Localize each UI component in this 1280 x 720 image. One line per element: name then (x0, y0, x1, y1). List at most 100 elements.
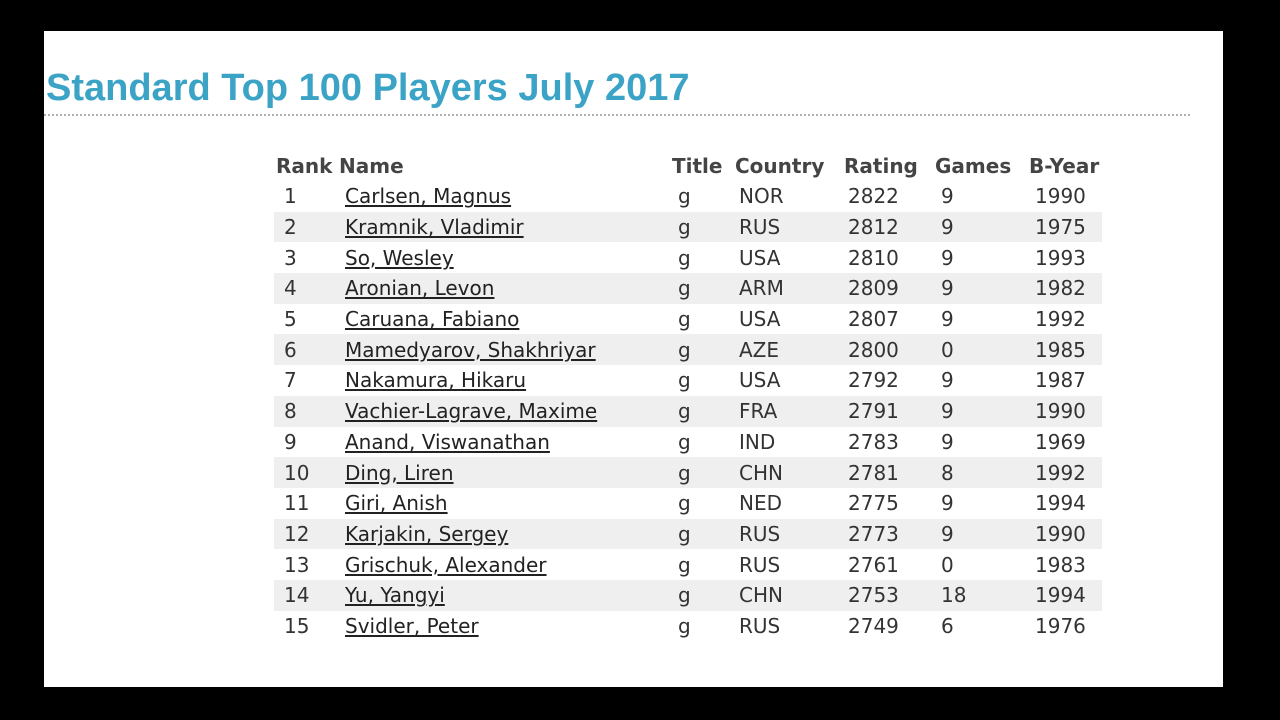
cell-title: g (670, 334, 733, 366)
cell-name: Caruana, Fabiano (337, 304, 670, 335)
cell-byear: 1976 (1035, 613, 1086, 638)
player-link[interactable]: Vachier-Lagrave, Maxime (345, 399, 598, 424)
cell-country: RUS (733, 211, 842, 243)
table-row: 2 Kramnik, Vladimir g RUS 2812 9 1975 (274, 211, 1102, 243)
cell-name: Anand, Viswanathan (337, 427, 670, 458)
cell-byear: 1983 (1035, 552, 1086, 577)
table-row: 13 Grischuk, Alexander g RUS 2761 0 1983 (274, 549, 1102, 580)
cell-name: Svidler, Peter (337, 611, 670, 642)
cell-byear: 1982 (1027, 273, 1102, 304)
player-link[interactable]: Caruana, Fabiano (345, 307, 520, 332)
table-row: 3 So, Wesley g USA 2810 9 1993 (274, 242, 1102, 273)
cell-rank: 10 (274, 457, 337, 488)
cell-country: NOR (739, 184, 784, 209)
table-row: 10 Ding, Liren g CHN 2781 8 1992 (274, 457, 1102, 488)
cell-games: 9 (941, 245, 954, 270)
cell-name: Karjakin, Sergey (337, 518, 670, 550)
table-row: 6 Mamedyarov, Shakhriyar g AZE 2800 0 1985 (274, 334, 1102, 366)
player-link[interactable]: Svidler, Peter (345, 613, 479, 638)
cell-rank: 3 (284, 245, 297, 270)
cell-country: RUS (733, 518, 842, 550)
table-row: 5 Caruana, Fabiano g USA 2807 9 1992 (274, 304, 1102, 335)
header-rating: Rating (844, 154, 918, 178)
cell-byear: 1992 (1027, 457, 1102, 488)
cell-name: Grischuk, Alexander (337, 549, 670, 580)
cell-country: AZE (733, 334, 842, 366)
cell-rank: 4 (274, 273, 337, 304)
cell-games: 9 (933, 273, 1027, 304)
player-link[interactable]: Karjakin, Sergey (345, 521, 509, 546)
cell-rank: 14 (274, 579, 337, 611)
table-row: 8 Vachier-Lagrave, Maxime g FRA 2791 9 1990 (274, 395, 1102, 427)
player-link[interactable]: Ding, Liren (345, 460, 454, 485)
cell-country: CHN (733, 579, 842, 611)
slide: Standard Top 100 Players July 2017 Rank … (44, 31, 1223, 687)
cell-rating: 2807 (848, 307, 899, 332)
table-row: 9 Anand, Viswanathan g IND 2783 9 1969 (274, 427, 1102, 458)
cell-country: USA (739, 307, 781, 332)
page-title: Standard Top 100 Players July 2017 (46, 67, 690, 109)
cell-rank: 5 (284, 307, 297, 332)
cell-byear: 1992 (1035, 307, 1086, 332)
cell-country: RUS (739, 613, 781, 638)
cell-rank: 12 (274, 518, 337, 550)
table-row: 7 Nakamura, Hikaru g USA 2792 9 1987 (274, 365, 1102, 396)
cell-byear: 1985 (1027, 334, 1102, 366)
cell-title: g (678, 613, 691, 638)
cell-title: g (678, 184, 691, 209)
player-link[interactable]: Kramnik, Vladimir (345, 215, 524, 240)
cell-rating: 2753 (842, 579, 933, 611)
table-row: 14 Yu, Yangyi g CHN 2753 18 1994 (274, 579, 1102, 611)
cell-byear: 1990 (1027, 395, 1102, 427)
cell-rating: 2810 (848, 245, 899, 270)
cell-country: USA (739, 245, 781, 270)
cell-rank: 1 (284, 184, 297, 209)
cell-name: Nakamura, Hikaru (337, 365, 670, 396)
cell-country: FRA (733, 395, 842, 427)
player-link[interactable]: Mamedyarov, Shakhriyar (345, 337, 596, 362)
header-country: Country (735, 154, 825, 178)
table-row: 11 Giri, Anish g NED 2775 9 1994 (274, 488, 1102, 519)
cell-name: Carlsen, Magnus (337, 181, 670, 212)
cell-byear: 1994 (1035, 491, 1086, 516)
player-link[interactable]: Carlsen, Magnus (345, 184, 512, 209)
cell-rating: 2783 (848, 429, 899, 454)
cell-name: So, Wesley (337, 242, 670, 273)
cell-name: Vachier-Lagrave, Maxime (337, 395, 670, 427)
cell-games: 9 (941, 491, 954, 516)
cell-title: g (670, 579, 733, 611)
cell-games: 6 (941, 613, 954, 638)
cell-rank: 11 (284, 491, 310, 516)
player-link[interactable]: Giri, Anish (345, 491, 448, 516)
cell-rating: 2800 (842, 334, 933, 366)
cell-country: USA (739, 368, 781, 393)
cell-country: NED (739, 491, 782, 516)
cell-title: g (670, 457, 733, 488)
cell-country: IND (739, 429, 776, 454)
cell-games: 9 (933, 395, 1027, 427)
player-link[interactable]: Nakamura, Hikaru (345, 368, 527, 393)
cell-name: Kramnik, Vladimir (337, 211, 670, 243)
cell-games: 9 (933, 518, 1027, 550)
cell-rank: 6 (274, 334, 337, 366)
cell-rating: 2822 (848, 184, 899, 209)
cell-name: Aronian, Levon (337, 273, 670, 304)
cell-rating: 2781 (842, 457, 933, 488)
cell-rating: 2792 (848, 368, 899, 393)
header-name: Name (339, 154, 404, 178)
player-link[interactable]: Anand, Viswanathan (345, 429, 550, 454)
cell-title: g (678, 552, 691, 577)
player-link[interactable]: So, Wesley (345, 245, 454, 270)
cell-byear: 1994 (1027, 579, 1102, 611)
player-link[interactable]: Grischuk, Alexander (345, 552, 547, 577)
player-link[interactable]: Aronian, Levon (345, 276, 495, 301)
cell-title: g (678, 491, 691, 516)
player-link[interactable]: Yu, Yangyi (345, 583, 445, 608)
cell-title: g (670, 518, 733, 550)
cell-rating: 2809 (842, 273, 933, 304)
header-row: Rank Name Title Country Rating Games B-Y… (274, 151, 1102, 181)
cell-title: g (670, 211, 733, 243)
cell-rating: 2773 (842, 518, 933, 550)
table-body: 1 Carlsen, Magnus g NOR 2822 9 1990 2 Kramnik, V… (274, 181, 1102, 641)
table-row: 1 Carlsen, Magnus g NOR 2822 9 1990 (274, 181, 1102, 212)
